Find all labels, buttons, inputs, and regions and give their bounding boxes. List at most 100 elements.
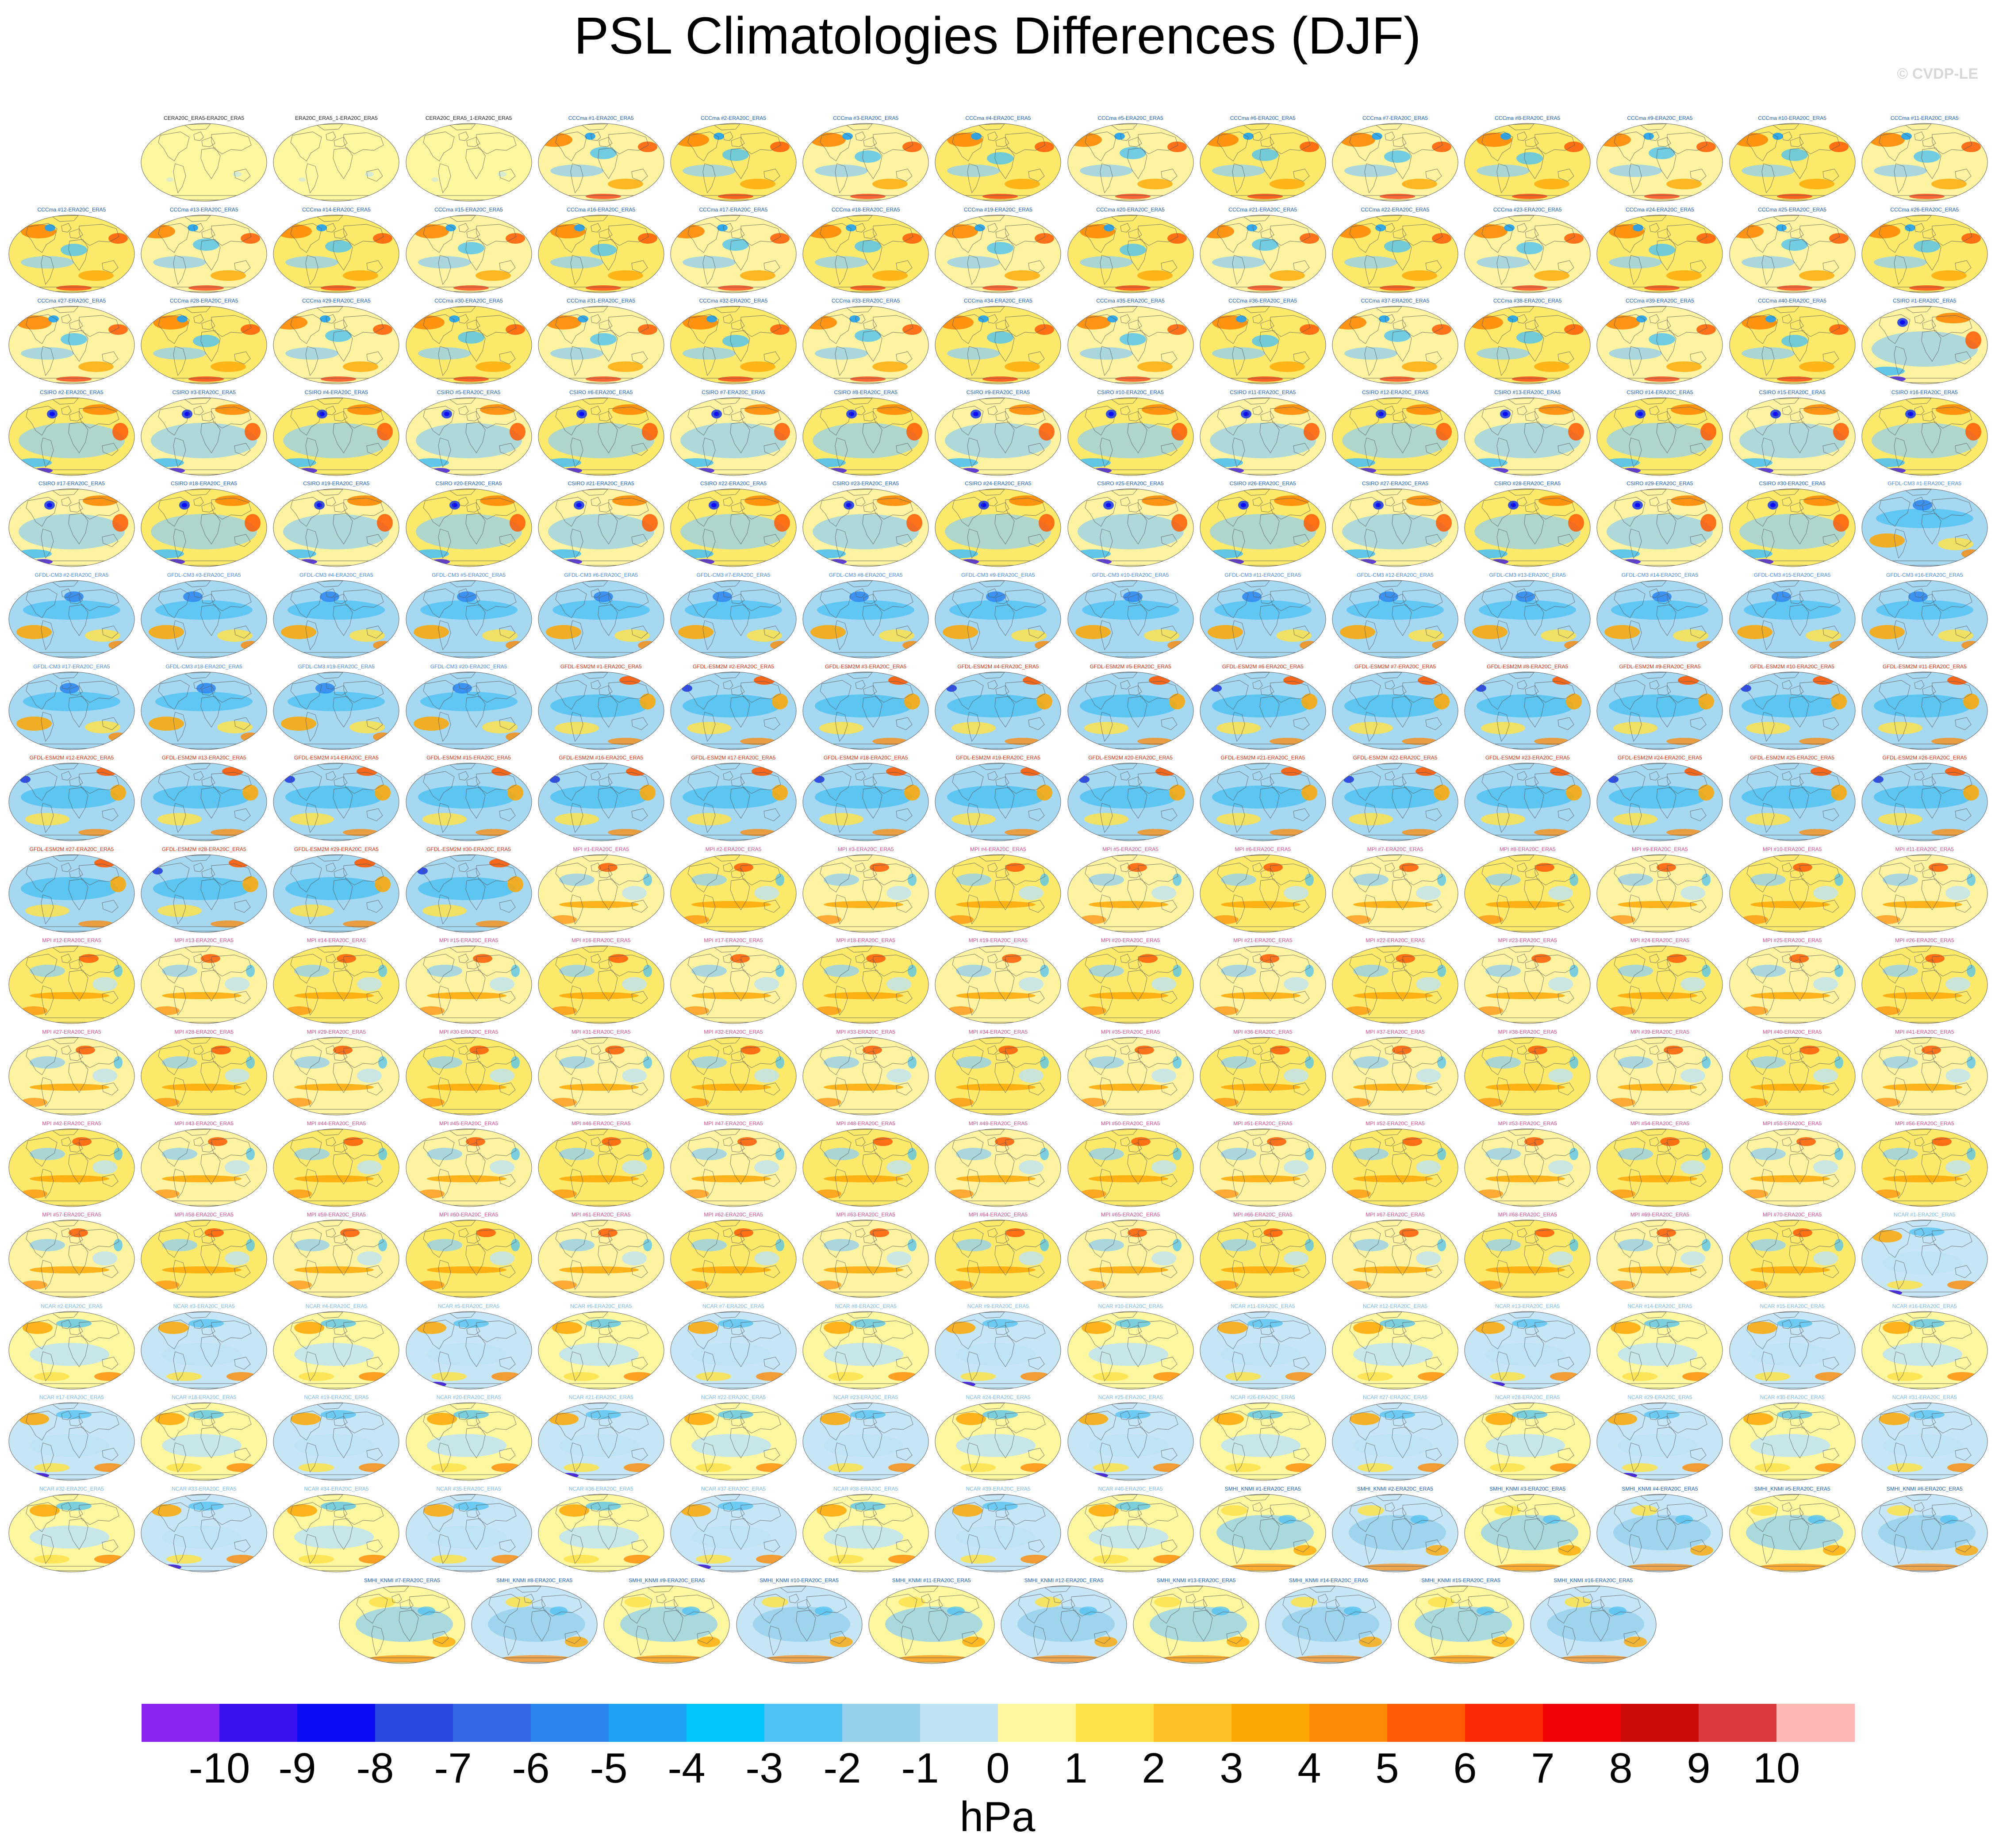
continent-outline [1790, 776, 1804, 787]
continent-outline [1085, 1411, 1116, 1441]
world-map [1729, 945, 1856, 1024]
psl-anomaly-blob [420, 600, 518, 620]
continent-outline [1904, 1311, 1932, 1319]
psl-anomaly-blob [1225, 1463, 1261, 1472]
continent-outline [570, 163, 583, 194]
psl-anomaly-blob [734, 863, 753, 872]
continent-outline [1629, 1260, 1642, 1290]
map-panel-title: MPI #26-ERA20C_ERA5 [1895, 937, 1954, 944]
map-panel: GFDL-ESM2M #7-ERA20C_ERA5 [1331, 663, 1459, 751]
continent-outline [929, 1599, 943, 1610]
continent-outline [1127, 513, 1147, 545]
continent-outline [1270, 224, 1311, 246]
continent-outline [1270, 132, 1311, 154]
continent-outline [1657, 1325, 1671, 1335]
map-panel: GFDL-CM3 #10-ERA20C_ERA5 [1067, 571, 1195, 659]
continent-outline [1657, 1507, 1671, 1518]
continent-outline [1922, 1233, 1936, 1244]
continent-outline [740, 589, 781, 611]
continent-outline [1790, 1416, 1804, 1426]
psl-anomaly-blob [1566, 693, 1582, 709]
map-panel-title: SMHI_KNMI #7-ERA20C_ERA5 [364, 1577, 441, 1583]
continent-outline [1425, 169, 1442, 182]
map-panel-title: MPI #51-ERA20C_ERA5 [1233, 1120, 1293, 1127]
psl-anomaly-blob [1534, 179, 1570, 189]
map-border [1596, 123, 1723, 202]
continent-outline [326, 680, 336, 690]
map-panel-title: CCCma #11-ERA20C_ERA5 [1890, 115, 1959, 121]
world-map [538, 580, 664, 659]
psl-anomaly-blob [1673, 629, 1709, 642]
psl-anomaly-blob [1169, 785, 1185, 801]
psl-anomaly-blob [1353, 1321, 1383, 1334]
world-map [935, 1402, 1061, 1481]
continent-outline [1270, 955, 1311, 977]
continent-outline [1657, 1051, 1671, 1061]
map-border [1067, 854, 1194, 933]
continent-outline [1879, 954, 1911, 984]
continent-outline [423, 1045, 455, 1075]
continent-outline [1100, 437, 1113, 468]
psl-anomaly-blob [908, 1147, 917, 1160]
continent-outline [173, 803, 186, 833]
psl-anomaly-blob [1402, 829, 1437, 836]
continent-outline [863, 959, 877, 970]
psl-anomaly-blob [1137, 361, 1173, 372]
continent-outline [1790, 1507, 1804, 1518]
map-border [1729, 123, 1856, 202]
map-border [670, 854, 797, 933]
continent-outline [952, 1137, 984, 1167]
continent-outline [1790, 137, 1804, 147]
psl-anomaly-blob [1219, 1473, 1240, 1478]
psl-anomaly-blob [420, 691, 518, 711]
map-background [273, 123, 399, 201]
continent-outline [631, 351, 648, 364]
map-border [1464, 215, 1591, 293]
continent-outline [995, 959, 1009, 970]
continent-outline [1921, 604, 1941, 636]
continent-outline [290, 1502, 322, 1532]
continent-outline [1259, 787, 1280, 819]
psl-anomaly-blob [431, 177, 438, 182]
world-map [935, 1128, 1061, 1207]
continent-outline [863, 137, 877, 147]
continent-outline [290, 1137, 322, 1167]
continent-outline [1894, 1169, 1907, 1199]
psl-anomaly-blob [1299, 142, 1319, 152]
map-border [1067, 945, 1194, 1024]
psl-anomaly-blob [1088, 1526, 1168, 1549]
map-border [1729, 215, 1856, 293]
continent-outline [183, 855, 211, 862]
continent-outline [158, 1045, 190, 1075]
psl-anomaly-blob [954, 1381, 976, 1387]
world-map [538, 488, 664, 567]
psl-anomaly-blob [643, 873, 652, 886]
continent-outline [713, 855, 740, 862]
continent-outline [608, 1229, 649, 1251]
map-panel-title: CCCma #1-ERA20C_ERA5 [568, 115, 634, 121]
continent-outline [1922, 1142, 1936, 1153]
psl-anomaly-blob [1416, 767, 1437, 776]
continent-outline [1393, 411, 1407, 422]
psl-anomaly-blob [30, 1342, 109, 1366]
continent-outline [1629, 437, 1642, 468]
continent-outline [994, 970, 1015, 1002]
continent-outline [102, 900, 119, 913]
psl-anomaly-blob [1171, 514, 1187, 532]
map-panel-title: NCAR #13-ERA20C_ERA5 [1495, 1303, 1560, 1309]
psl-anomaly-blob [713, 591, 732, 602]
world-map [1596, 1219, 1723, 1298]
continent-outline [1005, 1320, 1046, 1342]
psl-anomaly-blob [1107, 315, 1118, 323]
continent-outline [820, 771, 852, 801]
psl-anomaly-blob [1011, 629, 1047, 642]
continent-outline [1558, 1357, 1574, 1370]
continent-outline [896, 1174, 913, 1187]
continent-outline [873, 1046, 913, 1068]
continent-outline [1525, 228, 1539, 239]
psl-anomaly-blob [1212, 256, 1265, 268]
continent-outline [987, 131, 998, 141]
world-map [1596, 1311, 1723, 1390]
map-border [935, 763, 1061, 841]
psl-anomaly-blob [960, 1463, 996, 1472]
